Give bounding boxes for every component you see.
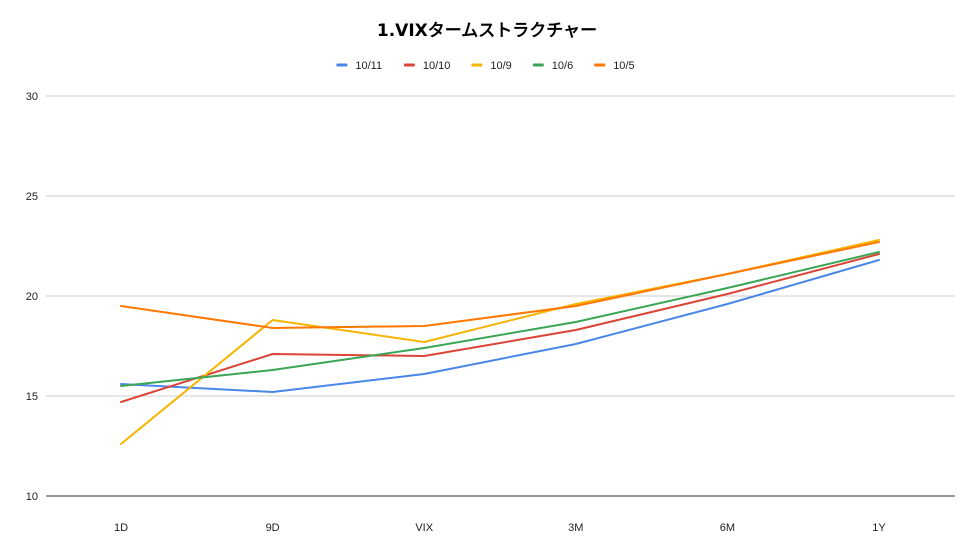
x-tick-label: 1D [114,522,128,534]
legend-label: 10/10 [423,60,451,72]
legend-swatch [532,63,544,67]
x-tick-label: 6M [720,522,735,534]
x-tick-label: 1Y [872,522,886,534]
series-layer [120,239,880,445]
legend: 10/11 10/10 10/9 10/6 10/5 [336,60,635,72]
y-axis-ticks: 30 25 20 15 10 [26,91,38,503]
y-tick-label: 20 [26,291,38,303]
x-tick-label: 9D [266,522,280,534]
series-line-10-6 [120,251,880,387]
legend-label: 10/6 [552,60,573,72]
legend-label: 10/11 [355,60,382,72]
chart-title: 1.VIXタームストラクチャー [377,21,597,41]
series-line-10-10 [120,253,880,403]
x-tick-label: VIX [415,522,433,534]
legend-item-10-10[interactable]: 10/10 [403,60,451,72]
series-line-10-5 [120,241,880,329]
legend-item-10-9[interactable]: 10/9 [471,60,512,72]
legend-label: 10/9 [490,60,511,72]
legend-swatch [594,63,606,67]
legend-swatch [336,63,348,67]
legend-item-10-11[interactable]: 10/11 [336,60,382,72]
legend-label: 10/5 [613,60,634,72]
legend-swatch [471,63,483,67]
y-tick-label: 25 [26,191,38,203]
x-tick-label: 3M [568,522,583,534]
x-axis-ticks: 1D 9D VIX 3M 6M 1Y [114,522,886,534]
y-tick-label: 10 [26,491,38,503]
legend-item-10-6[interactable]: 10/6 [532,60,573,72]
series-line-10-11 [120,259,880,393]
legend-swatch [403,63,415,67]
y-tick-label: 30 [26,91,38,103]
grid-layer [46,95,955,497]
legend-item-10-5[interactable]: 10/5 [594,60,635,72]
y-tick-label: 15 [26,391,38,403]
